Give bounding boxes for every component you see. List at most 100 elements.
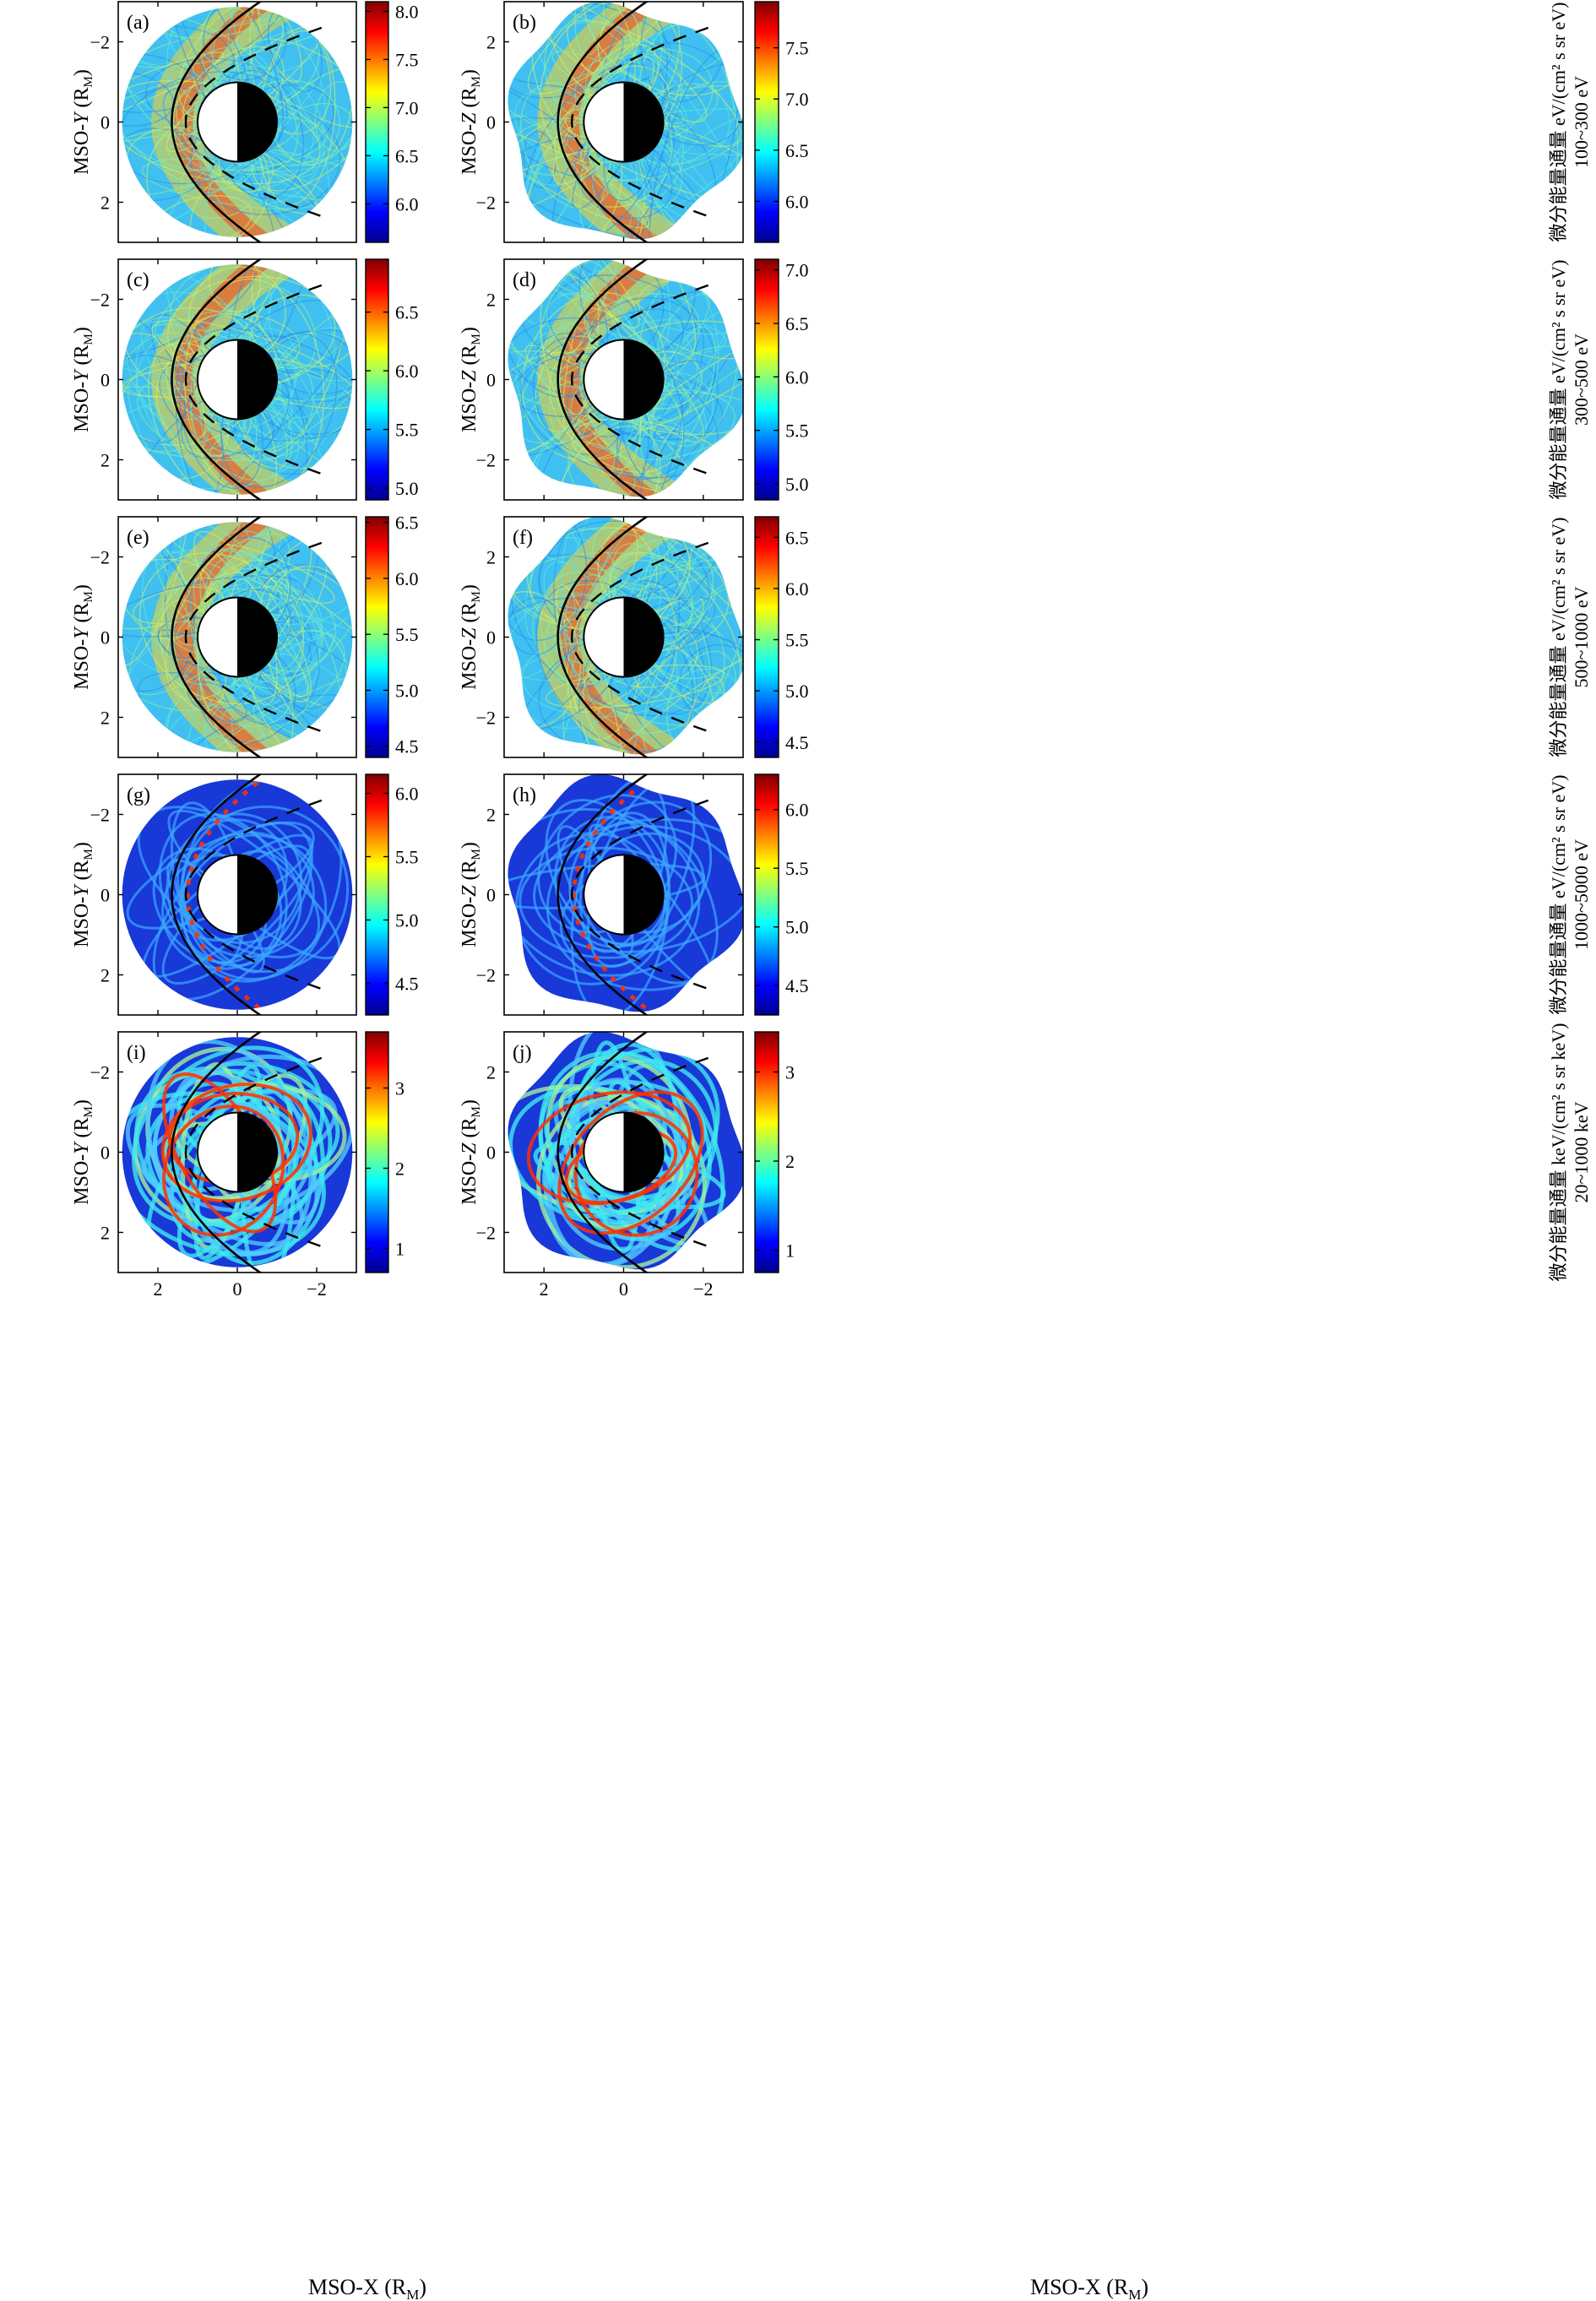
x-axis-label-left: MSO-X (RM): [308, 2275, 426, 2301]
planet-dayside: [198, 597, 237, 677]
orbit-track: [122, 52, 215, 171]
plot-area: [122, 1032, 353, 1273]
y-axis-label: MSO-Z (RM): [459, 1099, 483, 1205]
colorbar-sublabel: 500~1000 eV: [1571, 586, 1592, 687]
y-tick-label: 0: [100, 885, 110, 906]
colorbar-tick-label: 2: [785, 1151, 795, 1172]
y-tick-label: −2: [90, 290, 110, 311]
x-tick-label: 2: [154, 1278, 163, 1300]
colorbar-tick-label: 1: [395, 1239, 404, 1260]
y-tick-label: 2: [486, 290, 496, 311]
colorbar: [365, 1, 389, 243]
y-tick-label: 2: [486, 805, 496, 826]
x-axis-label-right: MSO-X (RM): [1030, 2275, 1148, 2301]
y-axis-label: MSO-Y (RM): [71, 842, 95, 947]
colorbar-tick-label: 6.5: [395, 302, 419, 323]
orbit-track-hot: [573, 1110, 699, 1237]
panel-j: 2 0 −2 2 0 −2 MSO-Z (RM) (j) 1 2 3 微分能量通量 keV/(cm² …: [459, 1023, 1592, 1300]
planet-nightside: [623, 339, 664, 420]
y-axis-label: MSO-Y (RM): [71, 327, 95, 432]
orbit-track: [508, 128, 650, 229]
magnetopause-line: [570, 541, 709, 733]
hot-segment: [571, 774, 667, 1012]
y-tick-label: −2: [476, 193, 496, 214]
colorbar-label: 微分能量通量 eV/(cm² s sr eV): [1548, 3, 1569, 242]
orbit-track: [133, 586, 225, 625]
orbit-track: [122, 522, 241, 712]
orbit-track: [554, 816, 670, 949]
colorbar-tick-label: 5.0: [395, 478, 419, 499]
magnetopause-line: [184, 799, 323, 990]
y-tick-label: −2: [476, 450, 496, 471]
orbit-track: [122, 264, 272, 376]
colorbar: [754, 1, 779, 243]
orbit-track: [637, 198, 686, 240]
planet-dayside: [197, 855, 237, 935]
bow-shock-line: [556, 2, 649, 242]
magnetopause-line: [184, 541, 323, 733]
orbit-track: [527, 2, 687, 95]
planet-nightside: [237, 855, 277, 935]
colorbar-tick-label: 7.0: [785, 89, 809, 110]
colorbar-tick-label: 6.5: [395, 145, 419, 166]
orbit-track: [197, 613, 353, 741]
hot-segment: [185, 779, 280, 1010]
magnetopause-line: [184, 1056, 323, 1248]
planet-dayside: [197, 82, 237, 162]
colorbar: [365, 1031, 389, 1273]
y-tick-label: 0: [100, 1142, 110, 1164]
orbit-track: [275, 102, 353, 163]
planet-outline: [197, 596, 278, 678]
y-tick-label: 2: [100, 193, 110, 214]
panel-letter: (i): [127, 1042, 146, 1064]
orbit-track: [508, 634, 678, 755]
x-tick-label: 2: [540, 1278, 549, 1300]
panel-letter: (e): [127, 527, 149, 549]
orbit-track-hot: [162, 1104, 285, 1237]
orbit-track: [182, 831, 315, 958]
colorbar-label: 微分能量通量 eV/(cm² s sr eV): [1548, 518, 1569, 757]
colorbar-tick-label: 4.5: [395, 974, 419, 995]
colorbar-tick-label: 6.0: [395, 568, 419, 589]
orbit-track: [535, 1094, 707, 1270]
orbit-track: [203, 7, 287, 81]
bow-shock-line: [171, 259, 263, 500]
colorbar-tick-label: 5.5: [395, 847, 419, 868]
y-tick-label: −2: [90, 547, 110, 568]
orbit-track: [514, 832, 670, 985]
bow-shock-line: [556, 774, 649, 1015]
colorbar-tick-label: 2: [395, 1159, 404, 1180]
colorbar-tick-label: 4.5: [785, 732, 809, 753]
orbit-track: [122, 309, 186, 444]
colorbar: [754, 773, 779, 1016]
bow-shock-line: [171, 1032, 263, 1273]
colorbar-tick-label: 5.5: [785, 421, 809, 442]
orbit-track: [314, 81, 353, 152]
y-tick-label: 2: [486, 1062, 496, 1083]
orbit-track: [184, 278, 325, 495]
panel-h: 2 0 −2 MSO-Z (RM) (h) 4.5 5.0 5.5 6.0 微分能量通量 eV/(…: [459, 773, 1592, 1016]
orbit-track: [639, 393, 684, 497]
flux-map: [122, 522, 353, 752]
orbit-track: [556, 425, 661, 497]
y-tick-label: 0: [100, 112, 110, 133]
orbit-track: [188, 266, 286, 364]
y-tick-label: 0: [100, 627, 110, 649]
bow-shock-line: [171, 517, 263, 757]
magnetopause-line: [570, 799, 709, 990]
colorbar-tick-label: 5.5: [785, 630, 809, 651]
planet-outline: [583, 854, 665, 936]
orbit-track: [508, 517, 588, 641]
planet-outline: [197, 81, 278, 163]
planet-outline: [583, 339, 665, 421]
y-tick-label: −2: [90, 32, 110, 53]
orbit-track: [122, 16, 258, 191]
panel-letter: (f): [513, 527, 533, 549]
colorbar-label: 微分能量通量 eV/(cm² s sr eV): [1548, 775, 1569, 1015]
orbit-track: [263, 565, 353, 747]
planet-nightside: [237, 1112, 277, 1192]
magnetopause-line: [184, 284, 323, 475]
orbit-track: [137, 671, 319, 752]
